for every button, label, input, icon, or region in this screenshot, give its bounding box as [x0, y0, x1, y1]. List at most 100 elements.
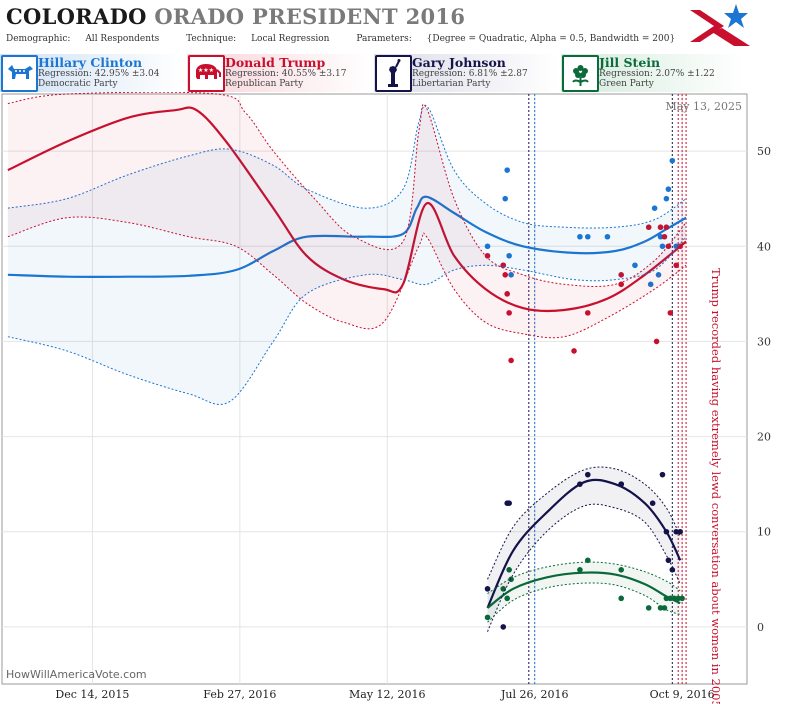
y-tick-label: 50	[757, 145, 771, 158]
donkey-icon	[1, 55, 38, 92]
chart-date: May 13, 2025	[665, 100, 742, 113]
confidence-upper	[487, 561, 681, 595]
poll-point	[677, 528, 683, 535]
candidate-name: Jill Stein	[599, 55, 661, 70]
statue-of-liberty-icon	[375, 55, 412, 92]
poll-point	[657, 233, 664, 240]
poll-point	[657, 224, 664, 231]
poll-point	[632, 262, 638, 269]
poll-point	[651, 205, 658, 211]
poll-point	[661, 233, 668, 240]
candidate-party: Green Party	[599, 79, 654, 89]
poll-point	[645, 605, 652, 611]
poll-point	[663, 224, 670, 231]
elephant-icon: ★★★	[188, 55, 225, 92]
poll-point	[661, 605, 668, 611]
poll-point	[508, 357, 514, 364]
regression-line	[486, 478, 682, 609]
poll-point	[667, 310, 674, 316]
poll-point	[663, 528, 670, 535]
demographic-label: Demographic:	[6, 34, 71, 44]
confidence-upper	[487, 466, 681, 580]
parameters-label: Parameters:	[356, 34, 412, 44]
confidence-band	[7, 92, 687, 338]
poll-point	[659, 243, 666, 250]
poll-point	[506, 310, 512, 316]
x-tick-label: Oct 9, 2016	[650, 688, 715, 701]
legend-clinton[interactable]: Hillary Clinton Regression: 42.95% ±3.04…	[0, 54, 184, 92]
source-credit: HowWillAmericaVote.com	[6, 668, 147, 681]
title-race: ORADO PRESIDENT 2016	[154, 4, 466, 29]
poll-point	[618, 567, 624, 573]
poll-point	[679, 595, 685, 602]
candidate-regression: Regression: 42.95% ±3.04	[38, 69, 160, 79]
poll-point	[655, 272, 662, 278]
poll-point	[604, 233, 611, 240]
candidate-party: Republican Party	[225, 79, 304, 89]
poll-point	[584, 471, 591, 478]
poll-point	[663, 595, 670, 602]
poll-point	[504, 291, 510, 297]
poll-point	[645, 224, 652, 231]
poll-point	[659, 471, 666, 478]
site-logo	[690, 4, 750, 46]
poll-point	[675, 595, 682, 602]
confidence-band	[7, 105, 687, 405]
legend-johnson[interactable]: Gary Johnson Regression: 6.81% ±2.87 Lib…	[374, 54, 558, 92]
poll-point	[506, 567, 512, 573]
y-tick-label: 0	[757, 621, 764, 634]
poll-point	[665, 186, 672, 192]
poll-point	[506, 252, 512, 259]
legend-trump[interactable]: ★★★ Donald Trump Regression: 40.55% ±3.1…	[187, 54, 371, 92]
poll-point	[504, 167, 510, 173]
candidate-legend: Hillary Clinton Regression: 42.95% ±3.04…	[0, 54, 747, 92]
poll-point	[484, 243, 491, 250]
demographic-value: All Respondents	[85, 34, 160, 44]
poll-point	[647, 281, 654, 288]
poll-point	[577, 481, 583, 487]
poll-point	[671, 595, 678, 602]
candidate-party: Democratic Party	[38, 79, 118, 89]
poll-point	[502, 195, 509, 202]
x-tick-label: Dec 14, 2015	[55, 688, 129, 701]
confidence-upper	[7, 91, 687, 287]
regression-line	[7, 106, 687, 313]
poll-point	[584, 310, 591, 316]
candidate-regression: Regression: 2.07% ±1.22	[599, 69, 715, 79]
poll-point	[584, 233, 591, 240]
poll-point	[649, 500, 656, 506]
poll-point	[484, 252, 491, 259]
x-tick-label: May 12, 2016	[349, 688, 426, 701]
y-tick-label: 40	[757, 240, 771, 253]
poll-point	[508, 272, 514, 278]
x-tick-label: Feb 27, 2016	[203, 688, 276, 701]
poll-point	[618, 481, 624, 487]
page-title: COLORADO ORADO PRESIDENT 2016	[6, 4, 465, 29]
confidence-lower	[487, 503, 681, 632]
candidate-name: Hillary Clinton	[38, 55, 143, 70]
poll-point	[506, 500, 512, 506]
poll-point	[673, 262, 680, 269]
legend-stein[interactable]: Jill Stein Regression: 2.07% ±1.22 Green…	[561, 54, 745, 92]
parameters-line: Demographic: All Respondents Technique: …	[6, 34, 699, 44]
plot-area	[1, 93, 748, 685]
candidate-regression: Regression: 6.81% ±2.87	[412, 69, 528, 79]
poll-point	[669, 157, 676, 164]
technique-label: Technique:	[186, 34, 237, 44]
poll-point	[665, 557, 672, 564]
technique-value: Local Regression	[251, 34, 330, 44]
regression-line	[486, 571, 681, 609]
x-tick-label: Jul 26, 2016	[500, 688, 569, 701]
poll-point	[500, 624, 507, 630]
poll-point	[571, 348, 577, 354]
poll-point	[577, 567, 583, 573]
poll-point	[618, 272, 624, 278]
header: COLORADO ORADO PRESIDENT 2016 Demographi…	[6, 4, 706, 44]
poll-point	[669, 567, 676, 573]
poll-point	[577, 233, 583, 240]
confidence-lower	[487, 582, 681, 623]
y-tick-label: 10	[757, 526, 771, 539]
y-tick-label: 20	[757, 431, 771, 444]
confidence-upper	[7, 104, 687, 229]
